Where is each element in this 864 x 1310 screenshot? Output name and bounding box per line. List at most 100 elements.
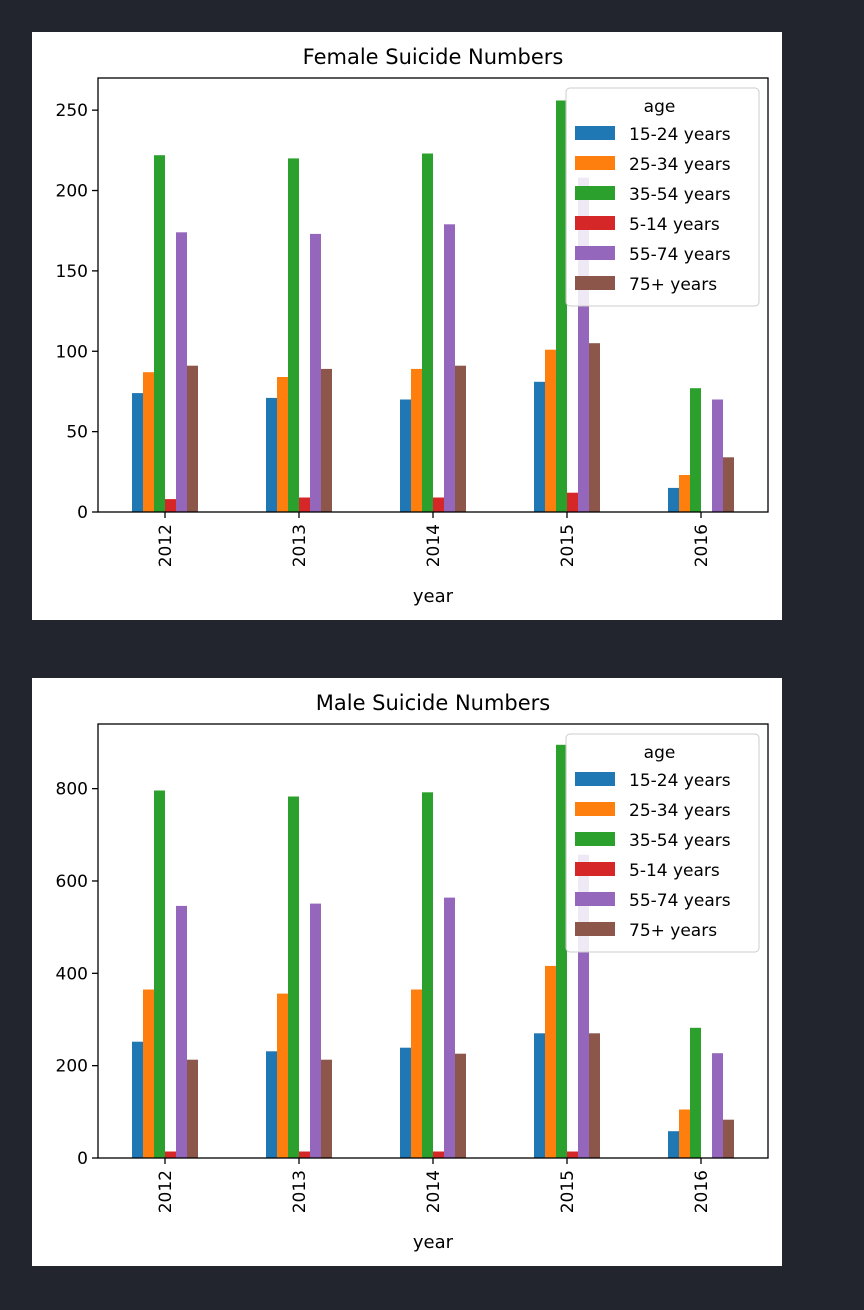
bar-35-54-years-2012: [154, 790, 165, 1158]
bar-55-74-years-2015: [578, 854, 589, 1158]
bar-75-years-2012: [187, 365, 198, 512]
bar-55-74-years-2012: [176, 232, 187, 513]
bar-15-24-years-2014: [400, 399, 411, 512]
bar-15-24-years-2012: [132, 393, 143, 512]
bar-5-14-years-2013: [299, 497, 310, 512]
bar-25-34-years-2012: [143, 372, 154, 512]
bar-15-24-years-2015: [534, 381, 545, 512]
x-tick-label: 2016: [692, 1170, 712, 1213]
bar-25-34-years-2014: [411, 989, 422, 1158]
y-tick-label: 150: [56, 262, 88, 282]
bar-15-24-years-2013: [266, 397, 277, 512]
bar-5-14-years-2014: [433, 497, 444, 512]
bar-25-34-years-2016: [679, 1109, 690, 1158]
bar-5-14-years-2012: [165, 1151, 176, 1158]
x-tick-label: 2012: [156, 524, 176, 567]
bar-5-14-years-2015: [567, 1151, 578, 1158]
legend-label: 55-74 years: [629, 245, 731, 265]
bar-5-14-years-2013: [299, 1151, 310, 1158]
bar-55-74-years-2015: [578, 177, 589, 512]
bar-35-54-years-2013: [288, 796, 299, 1158]
legend-title: age: [644, 743, 676, 763]
bar-55-74-years-2013: [310, 903, 321, 1158]
bar-75-years-2014: [455, 1053, 466, 1158]
bar-15-24-years-2013: [266, 1051, 277, 1158]
bar-15-24-years-2012: [132, 1041, 143, 1158]
x-axis-label: year: [413, 1232, 454, 1253]
male-chart-panel: Male Suicide Numbers 0 200 400 600 800 2012 201…: [32, 678, 782, 1266]
bar-55-74-years-2014: [444, 897, 455, 1158]
legend-label: 5-14 years: [629, 215, 720, 235]
bar-75-years-2015: [589, 1033, 600, 1158]
legend-label: 55-74 years: [629, 891, 731, 911]
bar-25-34-years-2015: [545, 965, 556, 1158]
bar-35-54-years-2012: [154, 155, 165, 512]
y-tick-label: 400: [56, 964, 88, 984]
legend-swatch: [575, 802, 615, 816]
legend-swatch: [575, 216, 615, 230]
bar-25-34-years-2016: [679, 475, 690, 512]
chart-title: Male Suicide Numbers: [316, 691, 551, 715]
bar-55-74-years-2016: [712, 1053, 723, 1158]
bar-5-14-years-2015: [567, 492, 578, 512]
x-tick-label: 2015: [558, 524, 578, 567]
legend-label: 5-14 years: [629, 861, 720, 881]
x-tick-label: 2014: [424, 524, 444, 567]
legend-swatch: [575, 922, 615, 936]
bar-35-54-years-2014: [422, 792, 433, 1158]
bar-25-34-years-2015: [545, 349, 556, 512]
y-tick-label: 100: [56, 342, 88, 362]
bar-55-74-years-2013: [310, 233, 321, 512]
legend-label: 15-24 years: [629, 771, 731, 791]
male-chart: Male Suicide Numbers 0 200 400 600 800 2012 201…: [56, 691, 769, 1253]
bar-55-74-years-2016: [712, 399, 723, 512]
bar-15-24-years-2016: [668, 487, 679, 512]
legend-swatch: [575, 186, 615, 200]
x-tick-label: 2014: [424, 1170, 444, 1213]
female-chart-panel: Female Suicide Numbers 0 50 100 150 200 250 201…: [32, 32, 782, 620]
y-tick-label: 250: [56, 101, 88, 121]
y-tick-label: 200: [56, 182, 88, 202]
bar-25-34-years-2014: [411, 368, 422, 512]
bar-55-74-years-2012: [176, 905, 187, 1158]
legend-label: 75+ years: [629, 921, 717, 941]
bar-55-74-years-2014: [444, 224, 455, 513]
legend-swatch: [575, 276, 615, 290]
bar-15-24-years-2015: [534, 1033, 545, 1158]
bar-75-years-2016: [723, 1119, 734, 1158]
bar-75-years-2013: [321, 368, 332, 512]
bar-15-24-years-2014: [400, 1047, 411, 1158]
y-tick-label: 50: [66, 423, 88, 443]
bar-25-34-years-2012: [143, 989, 154, 1158]
bar-75-years-2016: [723, 457, 734, 512]
legend-swatch: [575, 772, 615, 786]
bar-35-54-years-2015: [556, 100, 567, 512]
bar-5-14-years-2014: [433, 1151, 444, 1158]
legend-label: 25-34 years: [629, 801, 731, 821]
legend-title: age: [644, 97, 676, 117]
bar-35-54-years-2016: [690, 388, 701, 512]
legend-swatch: [575, 246, 615, 260]
bar-35-54-years-2016: [690, 1027, 701, 1158]
x-axis-label: year: [413, 586, 454, 607]
legend-label: 15-24 years: [629, 125, 731, 145]
bar-75-years-2013: [321, 1059, 332, 1158]
female-chart: Female Suicide Numbers 0 50 100 150 200 250 201…: [56, 45, 769, 607]
bar-5-14-years-2012: [165, 499, 176, 512]
legend-swatch: [575, 156, 615, 170]
legend-swatch: [575, 126, 615, 140]
bar-75-years-2015: [589, 343, 600, 512]
x-tick-label: 2012: [156, 1170, 176, 1213]
x-tick-label: 2013: [290, 524, 310, 567]
y-tick-label: 800: [56, 780, 88, 800]
bar-25-34-years-2013: [277, 377, 288, 512]
x-tick-label: 2015: [558, 1170, 578, 1213]
bar-15-24-years-2016: [668, 1131, 679, 1158]
legend-label: 75+ years: [629, 275, 717, 295]
y-tick-label: 600: [56, 872, 88, 892]
legend-label: 25-34 years: [629, 155, 731, 175]
bar-75-years-2014: [455, 365, 466, 512]
y-tick-label: 0: [77, 1149, 88, 1169]
legend-label: 35-54 years: [629, 185, 731, 205]
legend-label: 35-54 years: [629, 831, 731, 851]
